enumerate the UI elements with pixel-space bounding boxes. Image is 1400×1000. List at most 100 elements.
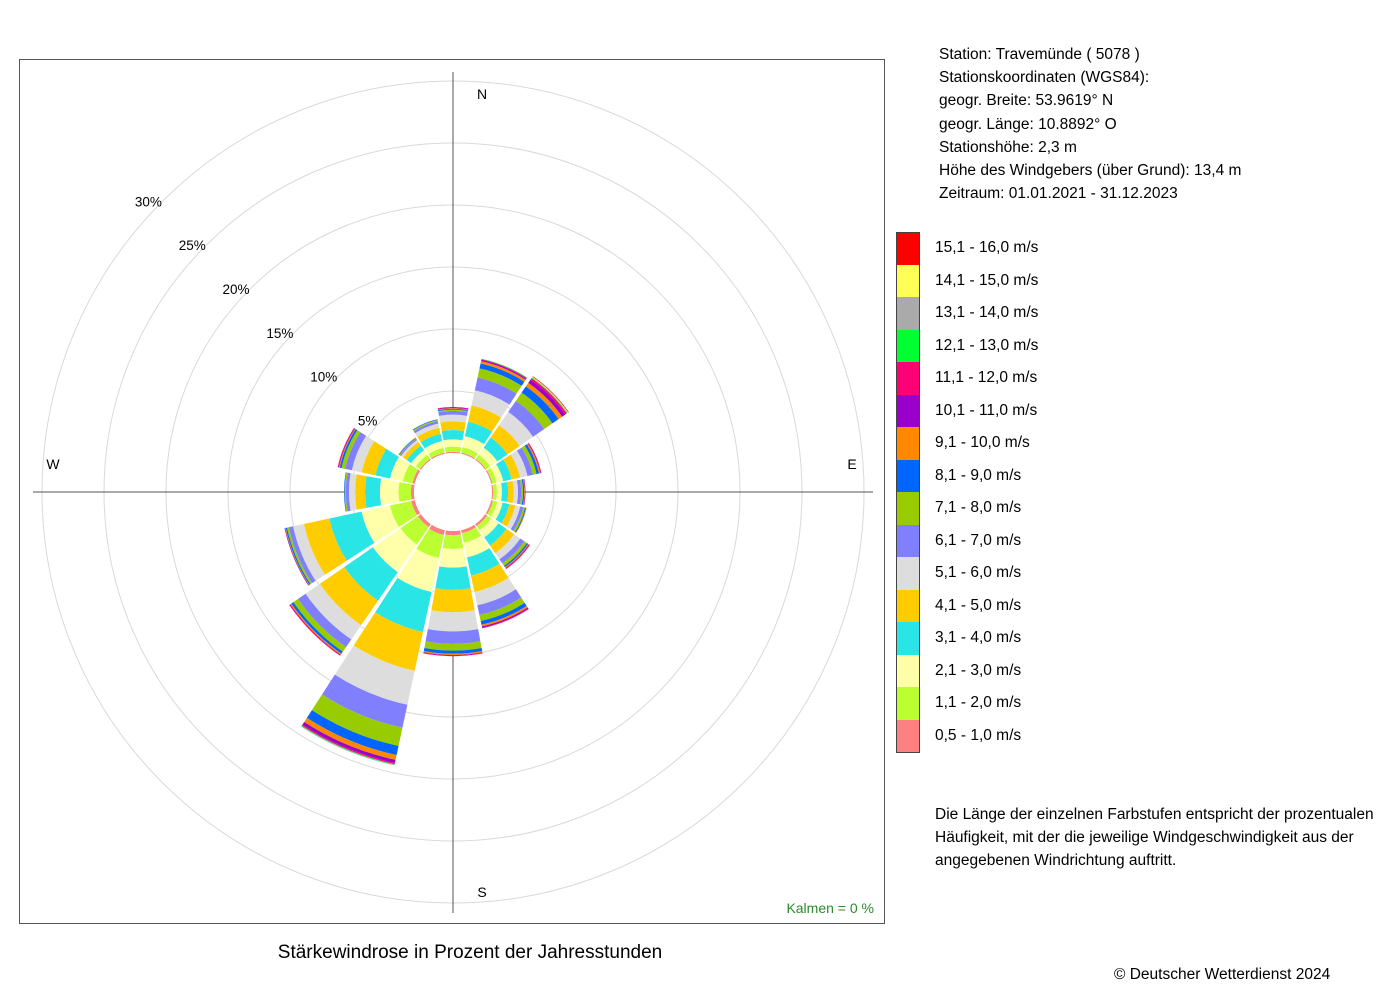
sector-NNW-7 bbox=[413, 421, 439, 434]
sector-SSO-8 bbox=[479, 597, 525, 622]
sector-NW-6 bbox=[400, 439, 419, 458]
sector-OSO-5 bbox=[501, 504, 516, 527]
legend-label-5: 4,1 - 5,0 m/s bbox=[935, 596, 1022, 614]
legend-swatch-15 bbox=[896, 264, 920, 298]
sector-NW-10 bbox=[398, 437, 416, 455]
legend-label-14: 13,1 - 14,0 m/s bbox=[935, 304, 1039, 321]
sector-O-10 bbox=[523, 479, 525, 505]
sector-ONO-1 bbox=[485, 470, 493, 484]
legend-label-16: 15,1 - 16,0 m/s bbox=[935, 239, 1039, 256]
sector-N-4 bbox=[441, 430, 465, 441]
sector-SW-5 bbox=[319, 566, 379, 626]
sector-SO-4 bbox=[484, 523, 507, 546]
legend-label-1: 0,5 - 1,0 m/s bbox=[935, 726, 1022, 744]
sector-W-5 bbox=[355, 474, 367, 510]
sector-ONO-12 bbox=[528, 442, 542, 474]
sector-O-9 bbox=[521, 479, 525, 505]
legend-swatch-12 bbox=[896, 362, 920, 395]
sector-N-6 bbox=[439, 414, 467, 423]
sector-SW-8 bbox=[293, 598, 347, 652]
sector-ONO-5 bbox=[503, 454, 521, 480]
radial-tick-label-5: 5% bbox=[358, 414, 378, 429]
sector-SW-4 bbox=[344, 547, 398, 601]
sector-S-8 bbox=[424, 641, 482, 651]
sector-SW-7 bbox=[297, 593, 352, 648]
legend-swatch-1 bbox=[896, 719, 920, 753]
sector-WSW-2 bbox=[390, 500, 418, 527]
sector-SW-9 bbox=[291, 602, 343, 654]
sector-NNO-10 bbox=[480, 361, 526, 382]
sector-OSO-3 bbox=[490, 501, 503, 520]
sector-NO-8 bbox=[515, 392, 553, 430]
sector-N-12 bbox=[437, 406, 469, 409]
sector-O-5 bbox=[507, 481, 514, 503]
legend-label-13: 12,1 - 13,0 m/s bbox=[935, 336, 1039, 354]
sector-NO-4 bbox=[483, 437, 508, 462]
explanation-note: Die Länge der einzelnen Farbstufen entsp… bbox=[935, 806, 1374, 869]
sector-SO-2 bbox=[476, 515, 492, 531]
sector-ONO-10 bbox=[526, 443, 541, 474]
sector-WNW-4 bbox=[375, 448, 399, 479]
sector-SSO-6 bbox=[474, 577, 516, 606]
sector-OSO-7 bbox=[510, 506, 524, 532]
sector-S-5 bbox=[431, 588, 475, 613]
sector-ONO-8 bbox=[521, 445, 537, 475]
sector-ONO-11 bbox=[527, 443, 541, 474]
sector-WNW-10 bbox=[338, 428, 356, 468]
sector-W-6 bbox=[348, 473, 357, 511]
sector-SSO-3 bbox=[463, 535, 490, 558]
sector-OSO-10 bbox=[515, 507, 527, 533]
sector-NNO-7 bbox=[474, 377, 517, 405]
sector-SSO-9 bbox=[480, 602, 527, 625]
sector-ONO-4 bbox=[496, 459, 512, 482]
sector-OSO-1 bbox=[485, 500, 493, 515]
sector-S-3 bbox=[439, 548, 467, 568]
sector-SW-6 bbox=[305, 583, 362, 640]
sector-NNW-1 bbox=[431, 452, 445, 460]
legend-swatch-10 bbox=[896, 427, 920, 460]
sector-WSW-8 bbox=[286, 527, 312, 585]
radial-tick-label-10: 10% bbox=[310, 370, 337, 385]
sector-ONO-6 bbox=[510, 450, 528, 478]
calm-center bbox=[414, 453, 492, 531]
sector-WSW-5 bbox=[303, 518, 347, 575]
sector-NNO-5 bbox=[468, 405, 502, 432]
sector-SO-8 bbox=[502, 541, 527, 566]
sector-SSO-10 bbox=[481, 605, 528, 627]
sector-NNO-3 bbox=[462, 436, 484, 454]
sector-WNW-2 bbox=[402, 464, 419, 484]
sector-SW-1 bbox=[417, 514, 431, 528]
time-period: Zeitraum: 01.01.2021 - 31.12.2023 bbox=[939, 185, 1178, 202]
legend-label-4: 3,1 - 4,0 m/s bbox=[935, 629, 1022, 646]
chart-clip-group bbox=[33, 72, 873, 913]
sector-WNW-5 bbox=[361, 441, 387, 476]
sector-NNW-8 bbox=[412, 419, 438, 432]
sector-O-8 bbox=[520, 479, 523, 505]
sector-WNW-3 bbox=[390, 457, 410, 482]
sector-O-1 bbox=[491, 484, 494, 500]
plot-frame bbox=[19, 59, 885, 924]
sector-SO-7 bbox=[499, 538, 525, 564]
sector-NO-5 bbox=[490, 425, 520, 455]
legend-swatch-14 bbox=[896, 297, 920, 330]
sector-N-1 bbox=[445, 451, 461, 454]
sector-NO-10 bbox=[525, 382, 563, 420]
legend-swatch-8 bbox=[896, 492, 920, 525]
sector-NNO-8 bbox=[477, 368, 522, 394]
sector-O-4 bbox=[501, 482, 509, 502]
sector-NO-1 bbox=[475, 458, 487, 470]
sector-SW-3 bbox=[372, 528, 417, 573]
sector-NO-9 bbox=[521, 386, 559, 424]
legend-label-3: 2,1 - 3,0 m/s bbox=[935, 661, 1022, 679]
compass-label-east: E bbox=[847, 456, 856, 472]
sector-S-12 bbox=[423, 652, 483, 657]
sector-NW-2 bbox=[415, 454, 431, 470]
sector-NNO-4 bbox=[464, 421, 493, 445]
sector-N-3 bbox=[443, 439, 463, 448]
radial-tick-label-25: 25% bbox=[179, 238, 206, 253]
sector-WSW-9 bbox=[285, 527, 311, 585]
sector-WNW-6 bbox=[351, 435, 375, 473]
sector-S-1 bbox=[445, 530, 461, 536]
sector-S-6 bbox=[427, 610, 479, 632]
